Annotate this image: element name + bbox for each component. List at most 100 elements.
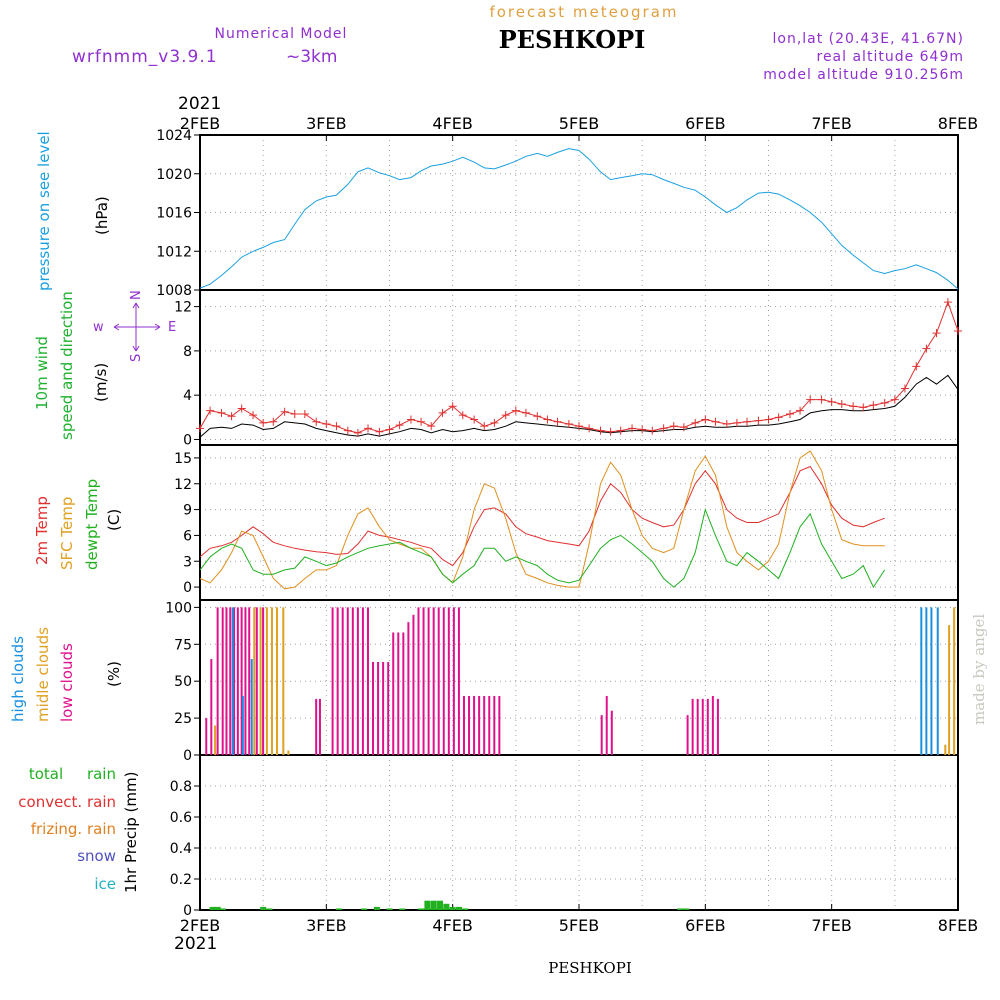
wind-gust-marker: [628, 424, 637, 433]
y-tick-label: 100: [165, 600, 192, 616]
wind-gust-marker: [954, 326, 962, 335]
cloud-mid-bar: [270, 607, 273, 755]
wind-gust-line: [199, 300, 959, 434]
temp-unit: (C): [105, 509, 123, 531]
temp-2m-line: [199, 465, 885, 567]
x-tick-label-bottom: 7FEB: [811, 916, 851, 935]
cloud-low-bar: [377, 662, 380, 755]
wind-gust-marker: [438, 408, 447, 417]
precip-unit: 1hr Precip (mm): [122, 772, 140, 893]
wind-gust-marker: [575, 422, 583, 431]
precip-total-bar: [677, 908, 684, 910]
wind-gust-marker: [364, 424, 373, 433]
cloud-label-low: low clouds: [58, 643, 76, 722]
wind-gust-marker: [912, 362, 921, 371]
cloud-low-bar: [262, 607, 265, 755]
cloud-low-bar: [447, 607, 450, 755]
wind-gust-marker: [280, 407, 289, 416]
cloud-low-bar: [402, 632, 405, 755]
wind-gust-marker: [259, 418, 268, 427]
cloud-label-high: high clouds: [9, 636, 27, 722]
wind-gust-marker: [638, 425, 647, 434]
wind-gust-marker: [395, 421, 404, 430]
wind-gust-marker: [269, 417, 278, 426]
precip-total-bar: [386, 908, 393, 910]
cloud-low-bar: [236, 607, 239, 755]
y-tick-label: 1020: [156, 167, 192, 183]
wind-gust-marker: [427, 422, 436, 431]
precip-total-bar: [219, 908, 226, 910]
x-tick-label-bottom: 4FEB: [432, 916, 472, 935]
x-tick-label-top: 2FEB: [180, 114, 220, 133]
y-tick-label: 75: [174, 637, 192, 653]
cloud-mid-bar: [948, 625, 951, 755]
panel-frame: [199, 444, 959, 601]
cloud-low-bar: [387, 662, 390, 755]
cloud-low-bar: [691, 698, 694, 755]
wind-gust-marker: [869, 401, 878, 410]
cloud-low-bar: [341, 607, 344, 755]
precip-total-bar: [430, 900, 437, 910]
precip-total-bar: [462, 908, 469, 910]
precip-total-bar: [266, 908, 273, 910]
wind-gust-marker: [332, 422, 341, 431]
wind-gust-marker: [490, 418, 499, 427]
cloud-low-bar: [716, 698, 719, 755]
wind-gust-marker: [837, 400, 846, 409]
precip-total-bar: [260, 906, 267, 910]
compass-east: E: [168, 320, 176, 335]
precip-total-bar: [455, 906, 462, 910]
cloud-low-bar: [686, 715, 689, 755]
wind-gust-marker: [533, 412, 542, 421]
y-tick-label: 4: [183, 388, 192, 404]
y-tick-label: 0: [183, 580, 192, 596]
wind-gust-marker: [616, 426, 625, 435]
cloud-low-bar: [493, 695, 496, 755]
cloud-high-bar: [936, 607, 939, 755]
wind-gust-marker: [679, 423, 688, 432]
cloud-mid-bar: [259, 607, 262, 755]
wind-gust-marker: [343, 426, 352, 435]
wind-gust-marker: [300, 410, 309, 418]
cloud-low-bar: [600, 715, 603, 755]
pressure-line: [199, 148, 959, 290]
cloud-low-bar: [361, 607, 364, 755]
wind-gust-marker: [596, 426, 605, 435]
station-coords: lon,lat (20.43E, 41.67N): [773, 31, 965, 47]
wind-gust-marker: [322, 419, 331, 428]
cloud-low-bar: [356, 607, 359, 755]
wind-label-2: speed and direction: [58, 291, 76, 440]
cloud-low-bar: [240, 607, 243, 755]
cloud-low-bar: [366, 607, 369, 755]
wind-gust-marker: [470, 415, 479, 424]
cloud-unit: (%): [105, 661, 123, 687]
y-tick-label: 50: [174, 674, 192, 690]
cloud-low-bar: [701, 698, 704, 755]
y-tick-label: 1008: [156, 283, 192, 299]
cloud-mid-bar: [953, 607, 956, 755]
wind-gust-marker: [669, 422, 678, 431]
credit-label: made by angel: [970, 614, 988, 725]
cloud-low-bar: [696, 698, 699, 755]
precip-legend-convect: convect. rain: [18, 793, 116, 811]
cloud-low-bar: [498, 695, 501, 755]
cloud-high-bar: [231, 607, 234, 755]
precip-total-bar: [361, 908, 368, 910]
y-tick-label: 8: [183, 344, 192, 360]
wind-gust-marker: [932, 329, 941, 338]
precip-legend-ice: ice: [94, 875, 116, 893]
cloud-low-bar: [610, 710, 613, 755]
cloud-mid-bar: [253, 607, 256, 755]
station-title: PESHKOPI: [499, 25, 646, 54]
y-tick-label: 25: [174, 711, 192, 727]
pressure-unit: (hPa): [93, 196, 111, 235]
cloud-mid-bar: [276, 607, 279, 755]
cloud-low-bar: [248, 607, 251, 755]
cloud-low-bar: [711, 695, 714, 755]
y-tick-label: 1024: [156, 128, 192, 144]
cloud-low-bar: [706, 698, 709, 755]
cloud-low-bar: [412, 614, 415, 755]
wind-gust-marker: [553, 417, 562, 426]
model-altitude: model altitude 910.256m: [763, 67, 964, 83]
